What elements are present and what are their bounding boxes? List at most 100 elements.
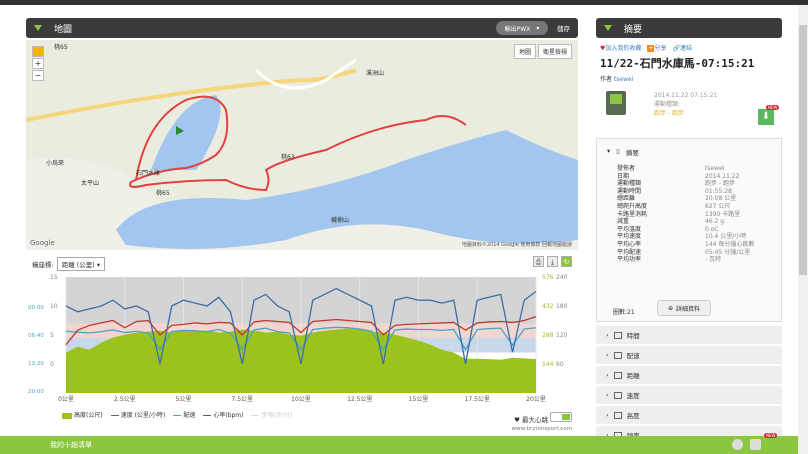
map-label: 石門水庫 [136, 170, 161, 177]
expand-arrow-icon: › [606, 331, 609, 339]
expand-arrow-icon: › [606, 411, 609, 419]
map-label: 桃65 [54, 44, 68, 51]
section-2[interactable]: › 距離 [596, 366, 782, 385]
expand-arrow-icon: › [606, 391, 609, 399]
site-url[interactable]: www.brytonsport.com [511, 426, 572, 432]
download-icon[interactable]: ⤓ [547, 256, 558, 267]
export-select[interactable]: 輸出PWX ▾ [496, 21, 548, 35]
zoom-out-button[interactable]: − [32, 70, 44, 81]
document-icon[interactable] [750, 439, 761, 450]
pace-line[interactable] [65, 326, 537, 351]
legend-pace[interactable]: 配速 [173, 410, 195, 419]
elevation-tick-label: 576 [542, 274, 554, 281]
sport-value: 跑步 - 跑步 [654, 110, 684, 117]
info-icon[interactable] [732, 439, 743, 450]
speed-tick-label: 0 [50, 361, 54, 368]
map-label: 桃65 [156, 190, 170, 197]
map-view[interactable]: + − 地圖 衛星檢視 桃65 桃63 桃65 石門水庫 溪洲山 槭樹山 小烏來… [26, 40, 578, 250]
legend-heart-rate[interactable]: 心率(bpm) [203, 410, 243, 419]
chart-legend: 高度(公尺) 速度 (公里/小時) 配速 心率(bpm) 步頻(步/分) [62, 410, 292, 419]
map-road [254, 58, 357, 90]
refresh-icon[interactable]: ↻ [561, 256, 572, 267]
speed-tick-label: 10 [50, 303, 58, 310]
lake-water [151, 95, 221, 170]
x-axis-select-label: 橫座標: [32, 261, 54, 269]
author-link[interactable]: tsewei [613, 76, 634, 83]
link-link[interactable]: 🔗連結 [672, 45, 692, 52]
zoom-in-button[interactable]: + [32, 58, 44, 69]
plus-circle-icon: ⊕ [667, 304, 673, 312]
street-view-pegman-icon[interactable] [32, 46, 44, 57]
section-3[interactable]: › 速度 [596, 386, 782, 405]
speed-tick-label: 5 [50, 332, 54, 339]
summary-panel-header[interactable]: 摘要 [596, 18, 782, 38]
stat-label: 平均功率 [617, 256, 642, 264]
summary-panel-title: 摘要 [624, 24, 643, 35]
section-icon [613, 351, 622, 359]
x-tick-label: 15公里 [409, 396, 429, 403]
dropdown-arrow-icon: ▾ [536, 24, 540, 32]
speed-line[interactable] [65, 287, 537, 365]
x-tick-label: 7.5公里 [231, 396, 253, 403]
stat-label: 發佈者 [617, 165, 636, 172]
map-attribution[interactable]: 地圖資料©2014 Google 使用條款 回報地圖錯誤 [461, 242, 572, 248]
stat-label: 運動種類 [617, 180, 642, 188]
chart-panel: 橫座標: 距離 (公里) ▾ ⎙ ⤓ ↻ 0公里 2.5公里 5公里 7.5公里 10公… [26, 252, 578, 436]
browser-top-strip [0, 0, 808, 5]
section-4[interactable]: › 高度 [596, 406, 782, 425]
legend-cadence[interactable]: 步頻(步/分) [251, 410, 292, 419]
max-heart-rate-toggle[interactable] [550, 412, 572, 422]
stat-value: 627 公尺 [705, 202, 731, 210]
section-1[interactable]: › 配速 [596, 346, 782, 365]
stat-value: 10.4 公里/小時 [705, 233, 747, 241]
map-label: 槭樹山 [331, 217, 350, 224]
stat-label: 平均配速 [617, 248, 642, 256]
map-label: 太平山 [81, 180, 100, 187]
stat-label: 運動時間 [617, 187, 642, 195]
plus-icon: + [647, 45, 655, 52]
map-panel-header[interactable]: 地圖 輸出PWX ▾ 儲存 [26, 18, 578, 38]
scrollbar-thumb[interactable] [799, 25, 807, 275]
x-axis-select[interactable]: 距離 (公里) ▾ [56, 257, 106, 271]
stat-value: 01:55:28 [705, 187, 732, 195]
download-icon[interactable]: ⬇ [758, 109, 774, 125]
bottom-bar-label[interactable]: 我的十趟清單 [50, 441, 92, 449]
elevation-tick-label: 288 [542, 332, 554, 339]
hr-tick-label: 120 [556, 332, 568, 339]
activity-chart[interactable]: 0公里 2.5公里 5公里 7.5公里 10公里 12.5公里 15公里 17.5公里 20公里… [26, 252, 578, 408]
share-link[interactable]: +分享 [647, 45, 667, 52]
expand-arrow-icon: › [606, 351, 609, 359]
stat-value: 05:45 分鐘/公里 [705, 248, 751, 256]
section-icon [613, 331, 622, 339]
favorite-link[interactable]: ♥加入我的收藏 [600, 45, 642, 52]
new-badge: NEW [766, 105, 780, 110]
bottom-bar[interactable]: 我的十趟清單 NEW [0, 433, 798, 454]
collapse-triangle-icon[interactable] [34, 25, 42, 31]
section-0[interactable]: › 時間 [596, 326, 782, 345]
section-icon [613, 391, 622, 399]
speed-tick-label: 15 [50, 274, 58, 281]
stat-label: 減重 [617, 218, 630, 226]
stat-value: 20.08 公里 [705, 195, 737, 203]
heart-icon: ♥ [600, 45, 606, 52]
section-icon [613, 371, 622, 379]
stats-list: 發佈者 tsewei 日期 2014.11.22 運動種類 跑步 - 跑步 運動時間 01:5… [617, 165, 781, 264]
hr-tick-label: 60 [556, 361, 564, 368]
section-icon [613, 411, 622, 419]
map-type-satellite[interactable]: 衛星檢視 [537, 44, 572, 59]
collapse-triangle-icon[interactable] [604, 25, 612, 31]
expand-arrow-icon: › [606, 371, 609, 379]
page-scrollbar[interactable] [798, 5, 808, 454]
map-type-map[interactable]: 地圖 [513, 44, 536, 59]
section-label: 時間 [626, 332, 640, 340]
summary-section-header[interactable]: ▾ ▯ 摘要 [607, 147, 639, 157]
save-button[interactable]: 儲存 [557, 25, 570, 33]
legend-elevation[interactable]: 高度(公尺) [62, 410, 103, 419]
map-panel-title: 地圖 [54, 24, 73, 35]
details-button[interactable]: ⊕ 詳細資料 [657, 300, 711, 316]
legend-speed[interactable]: 速度 (公里/小時) [110, 410, 165, 419]
print-icon[interactable]: ⎙ [533, 256, 544, 267]
map-label: 小烏來 [46, 160, 65, 167]
x-axis-select-value: 距離 (公里) [61, 261, 95, 269]
map-zoom-control[interactable]: + − [32, 46, 44, 82]
